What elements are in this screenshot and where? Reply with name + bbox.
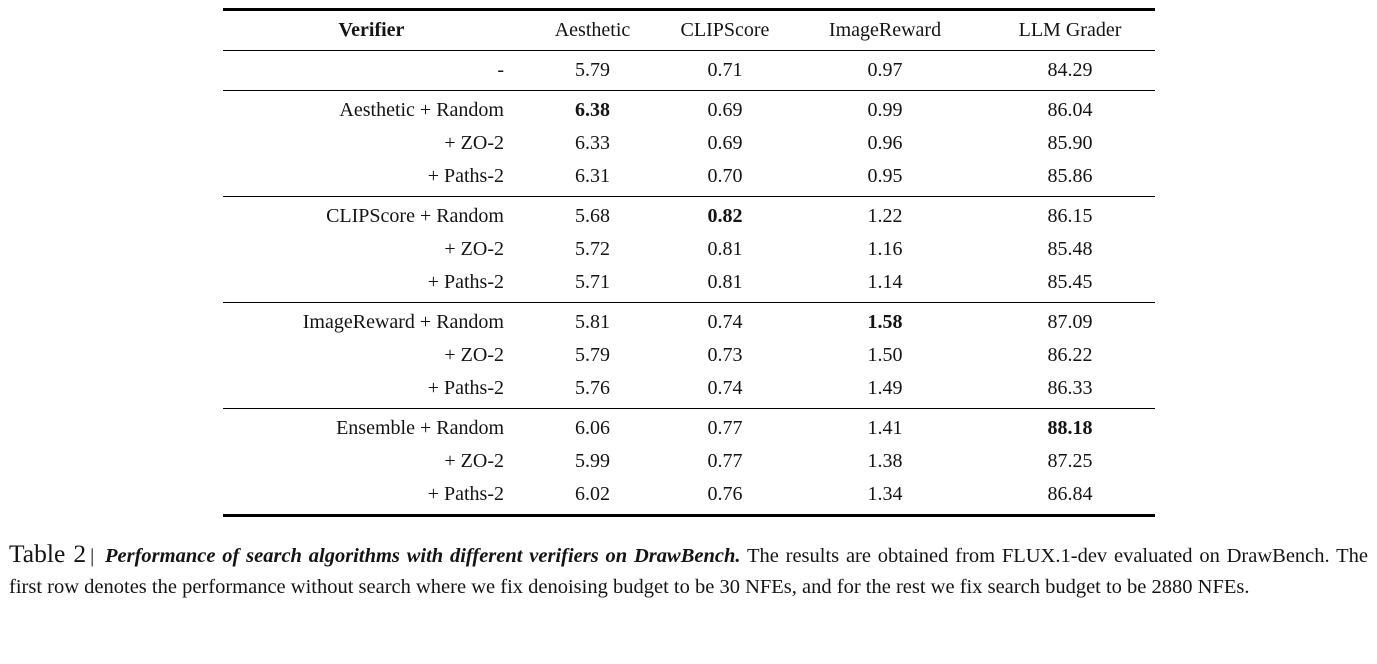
cell-clipscore: 0.81 (707, 271, 743, 293)
cell-clipscore: 0.74 (707, 311, 743, 333)
row-label: + Paths-2 (427, 165, 504, 187)
table-row: + ZO-2 6.33 0.69 0.96 85.90 (223, 127, 1155, 160)
cell-clipscore: 0.71 (707, 59, 743, 81)
cell-imagereward: 0.97 (867, 59, 903, 81)
cell-clipscore: 0.69 (707, 132, 743, 154)
results-table: Verifier Aesthetic CLIPScore ImageReward… (223, 8, 1155, 517)
row-label: Aesthetic + Random (339, 99, 504, 121)
cell-clipscore: 0.73 (707, 344, 743, 366)
table-row: + Paths-2 5.76 0.74 1.49 86.33 (223, 372, 1155, 409)
cell-llm-grader: 85.45 (1047, 271, 1093, 293)
caption-title: Performance of search algorithms with di… (105, 545, 741, 567)
cell-llm-grader: 85.86 (1047, 165, 1093, 187)
cell-aesthetic: 6.38 (575, 99, 610, 121)
cell-imagereward: 1.16 (867, 238, 903, 260)
cell-imagereward: 0.95 (867, 165, 903, 187)
cell-clipscore: 0.77 (707, 417, 743, 439)
cell-llm-grader: 87.25 (1047, 450, 1093, 472)
cell-imagereward: 1.22 (867, 205, 903, 227)
table-row: + Paths-2 6.31 0.70 0.95 85.86 (223, 160, 1155, 197)
cell-aesthetic: 5.79 (575, 59, 610, 81)
cell-llm-grader: 88.18 (1047, 417, 1093, 439)
header-row: Verifier Aesthetic CLIPScore ImageReward… (223, 10, 1155, 51)
cell-llm-grader: 85.90 (1047, 132, 1093, 154)
cell-imagereward: 0.99 (867, 99, 903, 121)
cell-aesthetic: 5.76 (575, 377, 610, 399)
cell-imagereward: 1.14 (867, 271, 903, 293)
cell-llm-grader: 86.33 (1047, 377, 1093, 399)
cell-aesthetic: 5.99 (575, 450, 610, 472)
group-clipscore-verifier: CLIPScore + Random 5.68 0.82 1.22 86.15 … (223, 196, 1155, 303)
cell-llm-grader: 86.04 (1047, 99, 1093, 121)
cell-llm-grader: 86.84 (1047, 483, 1093, 505)
column-header-imagereward: ImageReward (828, 19, 942, 41)
row-label: - (497, 59, 504, 81)
caption-table-number: Table 2 (9, 539, 87, 568)
row-label: + Paths-2 (427, 271, 504, 293)
table-row: + ZO-2 5.99 0.77 1.38 87.25 (223, 445, 1155, 478)
table-header: Verifier Aesthetic CLIPScore ImageReward… (223, 10, 1155, 51)
row-label: Ensemble + Random (336, 417, 504, 439)
row-label: + ZO-2 (444, 450, 504, 472)
row-label: + ZO-2 (444, 238, 504, 260)
table-row: + ZO-2 5.79 0.73 1.50 86.22 (223, 339, 1155, 372)
cell-imagereward: 1.50 (867, 344, 903, 366)
group-aesthetic-verifier: Aesthetic + Random 6.38 0.69 0.99 86.04 … (223, 90, 1155, 197)
cell-aesthetic: 6.06 (575, 417, 610, 439)
row-label: + ZO-2 (444, 344, 504, 366)
cell-imagereward: 1.41 (867, 417, 903, 439)
row-label: + ZO-2 (444, 132, 504, 154)
cell-imagereward: 1.49 (867, 377, 903, 399)
table-row: + Paths-2 5.71 0.81 1.14 85.45 (223, 266, 1155, 303)
group-no-search: - 5.79 0.71 0.97 84.29 (223, 50, 1155, 91)
table-row: Ensemble + Random 6.06 0.77 1.41 88.18 (223, 409, 1155, 446)
caption-body: The results are obtained from FLUX.1-dev… (9, 545, 1368, 598)
cell-imagereward: 1.34 (867, 483, 903, 505)
cell-aesthetic: 5.71 (575, 271, 610, 293)
table-row: CLIPScore + Random 5.68 0.82 1.22 86.15 (223, 197, 1155, 234)
cell-clipscore: 0.69 (707, 99, 743, 121)
cell-clipscore: 0.81 (707, 238, 743, 260)
cell-llm-grader: 85.48 (1047, 238, 1093, 260)
cell-clipscore: 0.82 (707, 205, 743, 227)
cell-aesthetic: 6.02 (575, 483, 610, 505)
cell-aesthetic: 5.79 (575, 344, 610, 366)
column-header-llm-grader: LLM Grader (1018, 19, 1122, 41)
row-label: + Paths-2 (427, 483, 504, 505)
row-label: CLIPScore + Random (326, 205, 504, 227)
caption-separator: | (90, 545, 95, 567)
group-imagereward-verifier: ImageReward + Random 5.81 0.74 1.58 87.0… (223, 302, 1155, 409)
cell-aesthetic: 6.33 (575, 132, 610, 154)
cell-aesthetic: 5.68 (575, 205, 610, 227)
cell-imagereward: 1.58 (867, 311, 903, 333)
table-caption: Table 2 | Performance of search algorithm… (9, 538, 1368, 603)
cell-llm-grader: 87.09 (1047, 311, 1093, 333)
cell-imagereward: 1.38 (867, 450, 903, 472)
row-label: + Paths-2 (427, 377, 504, 399)
cell-imagereward: 0.96 (867, 132, 903, 154)
cell-llm-grader: 84.29 (1047, 59, 1093, 81)
cell-clipscore: 0.77 (707, 450, 743, 472)
cell-aesthetic: 5.72 (575, 238, 610, 260)
cell-aesthetic: 6.31 (575, 165, 610, 187)
group-ensemble-verifier: Ensemble + Random 6.06 0.77 1.41 88.18 +… (223, 408, 1155, 516)
row-label: ImageReward + Random (302, 311, 504, 333)
cell-llm-grader: 86.22 (1047, 344, 1093, 366)
cell-clipscore: 0.76 (707, 483, 743, 505)
column-header-clipscore: CLIPScore (680, 19, 770, 41)
column-header-aesthetic: Aesthetic (554, 19, 631, 41)
table-row: ImageReward + Random 5.81 0.74 1.58 87.0… (223, 303, 1155, 340)
column-header-verifier: Verifier (338, 19, 405, 41)
cell-aesthetic: 5.81 (575, 311, 610, 333)
table-row: - 5.79 0.71 0.97 84.29 (223, 51, 1155, 91)
table-row: + Paths-2 6.02 0.76 1.34 86.84 (223, 478, 1155, 516)
cell-llm-grader: 86.15 (1047, 205, 1093, 227)
cell-clipscore: 0.70 (707, 165, 743, 187)
cell-clipscore: 0.74 (707, 377, 743, 399)
table-row: + ZO-2 5.72 0.81 1.16 85.48 (223, 233, 1155, 266)
table-row: Aesthetic + Random 6.38 0.69 0.99 86.04 (223, 91, 1155, 128)
